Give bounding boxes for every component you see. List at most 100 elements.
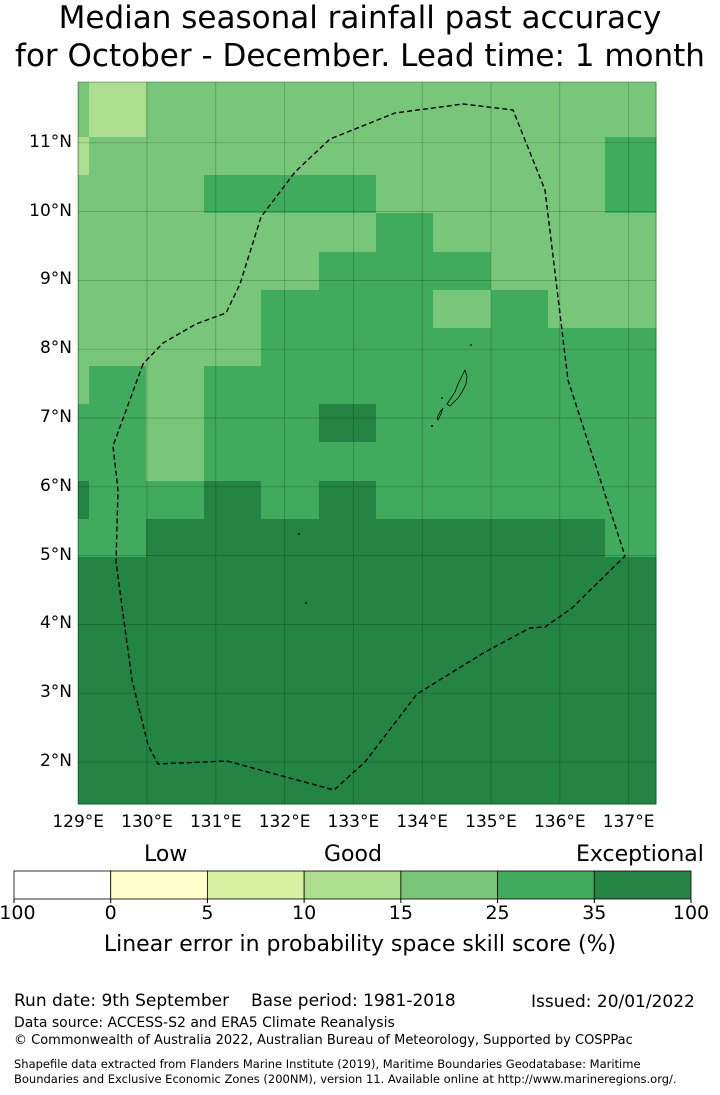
grid-cell	[319, 328, 377, 367]
grid-cell	[89, 213, 147, 253]
island-dot	[431, 425, 433, 427]
grid-cell	[319, 290, 377, 329]
grid-cell	[548, 442, 606, 482]
colorbar-segment	[400, 870, 498, 900]
grid-cell	[433, 633, 492, 672]
colorbar-tick-label: 35	[582, 902, 607, 924]
run-date: Run date: 9th September	[14, 991, 230, 1011]
grid-cell	[261, 404, 320, 443]
grid-cell	[605, 519, 657, 558]
grid-cell	[78, 442, 90, 482]
copyright: © Commonwealth of Australia 2022, Austra…	[14, 1033, 633, 1048]
grid-cell	[89, 519, 147, 558]
grid-cell	[204, 481, 262, 520]
grid-cell	[261, 786, 320, 805]
grid-cell	[376, 557, 434, 596]
grid-cell	[376, 442, 434, 482]
grid-cell	[376, 82, 434, 100]
grid-cell	[605, 481, 657, 520]
colorbar-tick-label: 100	[672, 902, 710, 924]
grid-cell	[204, 595, 262, 634]
skill-score-grid	[78, 82, 657, 805]
longitude-label: 132°E	[258, 812, 311, 832]
grid-cell	[261, 366, 320, 405]
latitude-label: 10°N	[29, 200, 72, 221]
colorbar-tick-label: 10	[292, 902, 317, 924]
latitude-label: 7°N	[39, 407, 72, 427]
grid-cell	[78, 786, 90, 805]
grid-cell	[78, 633, 90, 672]
grid-cell	[146, 328, 205, 367]
grid-cell	[78, 404, 90, 443]
grid-cell	[605, 748, 657, 787]
colorbar-segment	[207, 870, 305, 900]
grid-cell	[548, 557, 606, 596]
colorbar	[13, 870, 692, 903]
grid-cell	[204, 137, 262, 176]
grid-cell	[78, 481, 90, 520]
grid-cell	[319, 786, 377, 805]
grid-cell	[548, 481, 606, 520]
grid-cell	[319, 671, 377, 711]
grid-cell	[605, 328, 657, 367]
colorbar-segment	[110, 870, 208, 900]
grid-cell	[319, 519, 377, 558]
grid-cell	[319, 252, 377, 291]
grid-cell	[548, 633, 606, 672]
grid-cell	[319, 442, 377, 482]
grid-cell	[204, 252, 262, 291]
grid-cell	[78, 82, 90, 100]
grid-cell	[319, 175, 377, 214]
grid-cell	[78, 213, 90, 253]
grid-cell	[204, 671, 262, 711]
longitude-label: 129°E	[52, 812, 105, 832]
longitude-label: 133°E	[327, 812, 380, 832]
grid-cell	[433, 99, 492, 138]
grid-cell	[605, 99, 657, 138]
shapefile-credit-line-1: Shapefile data extracted from Flanders M…	[14, 1057, 641, 1071]
grid-cell	[261, 328, 320, 367]
grid-cell	[319, 595, 377, 634]
grid-cell	[146, 290, 205, 329]
grid-cell	[78, 137, 90, 176]
grid-cell	[78, 328, 90, 367]
grid-cell	[491, 252, 549, 291]
grid-cell	[89, 748, 147, 787]
grid-cell	[433, 328, 492, 367]
graticule	[77, 82, 656, 804]
grid-cell	[376, 748, 434, 787]
grid-cell	[605, 557, 657, 596]
grid-cell	[146, 748, 205, 787]
grid-cell	[548, 519, 606, 558]
grid-cell	[261, 442, 320, 482]
grid-cell	[605, 213, 657, 253]
latitude-label: 5°N	[39, 544, 72, 565]
grid-cell	[89, 710, 147, 749]
grid-cell	[89, 252, 147, 291]
grid-cell	[319, 404, 377, 443]
longitude-label: 131°E	[189, 812, 242, 832]
colorbar-segment	[497, 870, 595, 900]
grid-cell	[319, 557, 377, 596]
grid-cell	[376, 786, 434, 805]
grid-cell	[204, 786, 262, 805]
grid-cell	[261, 252, 320, 291]
grid-cell	[78, 595, 90, 634]
title-line-2: for October - December. Lead time: 1 mon…	[15, 38, 705, 74]
category-low: Low	[144, 842, 188, 867]
grid-cell	[491, 442, 549, 482]
grid-cell	[146, 82, 205, 100]
grid-cell	[433, 786, 492, 805]
grid-cell	[261, 290, 320, 329]
grid-cell	[376, 99, 434, 138]
colorbar-tick-label: -100	[0, 902, 36, 924]
grid-cell	[319, 710, 377, 749]
grid-cell	[605, 175, 657, 214]
grid-cell	[376, 633, 434, 672]
grid-cell	[605, 137, 657, 176]
grid-cell	[261, 595, 320, 634]
grid-cell	[261, 82, 320, 100]
grid-cell	[78, 671, 90, 711]
grid-cell	[491, 328, 549, 367]
grid-cell	[146, 481, 205, 520]
